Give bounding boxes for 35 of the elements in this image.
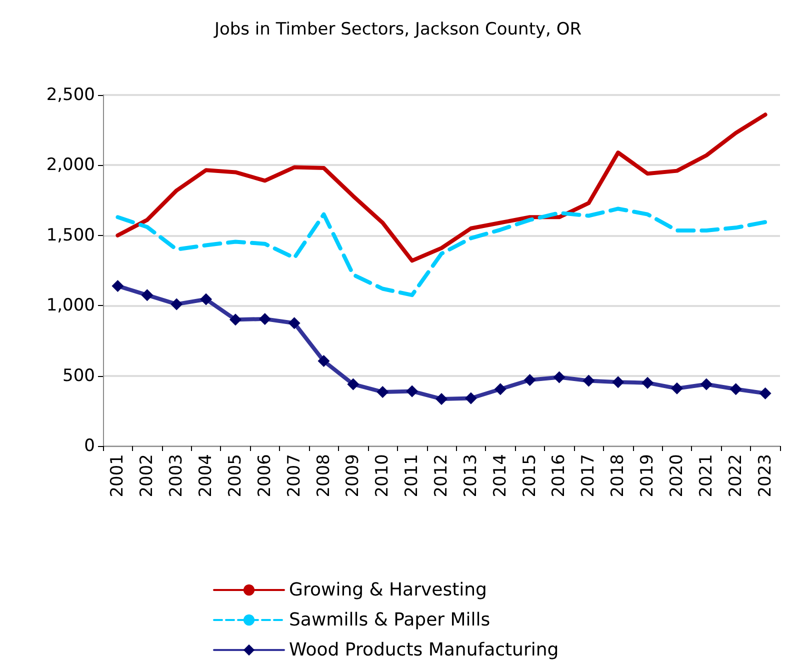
x-tick-label: 2007 (284, 454, 304, 498)
legend-label: Growing & Harvesting (289, 580, 487, 600)
x-tick-label: 2017 (578, 454, 599, 498)
x-tick-label: 2009 (343, 454, 364, 498)
x-tick-label: 2020 (666, 454, 687, 498)
x-tick-label: 2003 (166, 454, 187, 498)
x-tick-label: 2018 (608, 454, 628, 498)
x-tick-label: 2006 (254, 454, 275, 498)
legend-label: Wood Products Manufacturing (289, 640, 559, 660)
y-tick-label: 0 (84, 436, 95, 456)
y-tick-label: 2,000 (46, 155, 95, 176)
y-tick-label: 2,500 (46, 85, 95, 105)
line-series (116, 206, 768, 298)
y-tick-label: 1,500 (46, 225, 95, 246)
x-tick-label: 2004 (196, 454, 216, 498)
x-tick-label: 2016 (549, 454, 570, 498)
x-tick-label: 2022 (726, 454, 746, 498)
line-series (116, 112, 768, 263)
x-tick-label: 2011 (402, 454, 422, 498)
x-tick-label: 2005 (225, 454, 246, 498)
x-tick-label: 2023 (755, 454, 776, 498)
x-tick-label: 2010 (372, 454, 393, 498)
y-tick-label: 500 (62, 366, 95, 386)
x-tick-label: 2015 (520, 454, 540, 498)
x-tick-label: 2002 (137, 454, 158, 498)
x-tick-label: 2019 (638, 454, 658, 498)
x-tick-label: 2001 (108, 454, 128, 498)
x-tick-label: 2013 (460, 454, 481, 498)
y-tick-label: 1,000 (46, 296, 95, 316)
x-tick-label: 2012 (432, 454, 452, 498)
legend-label: Sawmills & Paper Mills (289, 610, 490, 630)
chart-title: Jobs in Timber Sectors, Jackson County, OR (213, 20, 582, 40)
x-tick-label: 2014 (490, 454, 510, 498)
x-tick-label: 2021 (696, 454, 716, 498)
x-tick-label: 2008 (314, 454, 334, 498)
